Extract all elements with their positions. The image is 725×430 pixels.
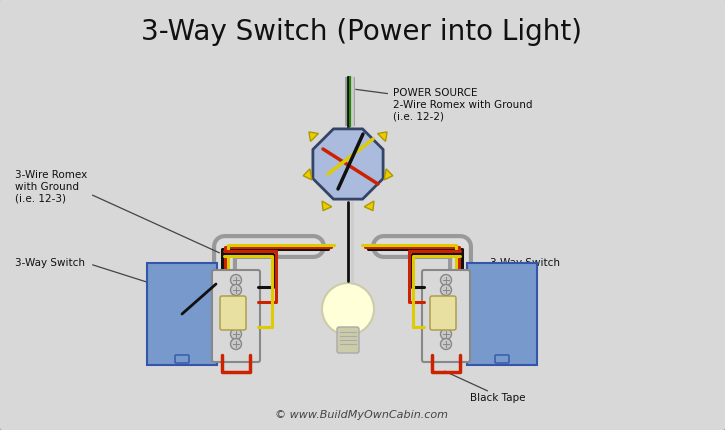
Polygon shape [313, 129, 383, 200]
Polygon shape [384, 169, 393, 181]
FancyBboxPatch shape [212, 270, 260, 362]
FancyBboxPatch shape [337, 327, 359, 353]
Text: 3-Way Switch: 3-Way Switch [490, 258, 560, 267]
Text: 3-Way Switch (Power into Light): 3-Way Switch (Power into Light) [141, 18, 582, 46]
Text: © www.BuildMyOwnCabin.com: © www.BuildMyOwnCabin.com [276, 409, 449, 419]
Circle shape [231, 275, 241, 286]
FancyBboxPatch shape [422, 270, 470, 362]
FancyBboxPatch shape [147, 264, 217, 365]
Circle shape [441, 329, 452, 340]
Polygon shape [303, 169, 312, 181]
Circle shape [231, 339, 241, 350]
Polygon shape [378, 132, 387, 142]
FancyBboxPatch shape [220, 296, 246, 330]
Polygon shape [364, 202, 374, 211]
FancyBboxPatch shape [495, 355, 509, 363]
Text: Black Tape: Black Tape [470, 392, 526, 402]
Text: 3-Way Switch: 3-Way Switch [15, 258, 85, 267]
FancyBboxPatch shape [175, 355, 189, 363]
Polygon shape [322, 202, 332, 211]
Polygon shape [309, 132, 318, 142]
FancyBboxPatch shape [430, 296, 456, 330]
Circle shape [231, 285, 241, 296]
Circle shape [231, 329, 241, 340]
Circle shape [441, 275, 452, 286]
Text: POWER SOURCE
2-Wire Romex with Ground
(i.e. 12-2): POWER SOURCE 2-Wire Romex with Ground (i… [356, 88, 532, 121]
Circle shape [322, 283, 374, 335]
FancyBboxPatch shape [467, 264, 537, 365]
Text: 3-Wire Romex
with Ground
(i.e. 12-3): 3-Wire Romex with Ground (i.e. 12-3) [15, 169, 87, 203]
Circle shape [441, 339, 452, 350]
Circle shape [441, 285, 452, 296]
